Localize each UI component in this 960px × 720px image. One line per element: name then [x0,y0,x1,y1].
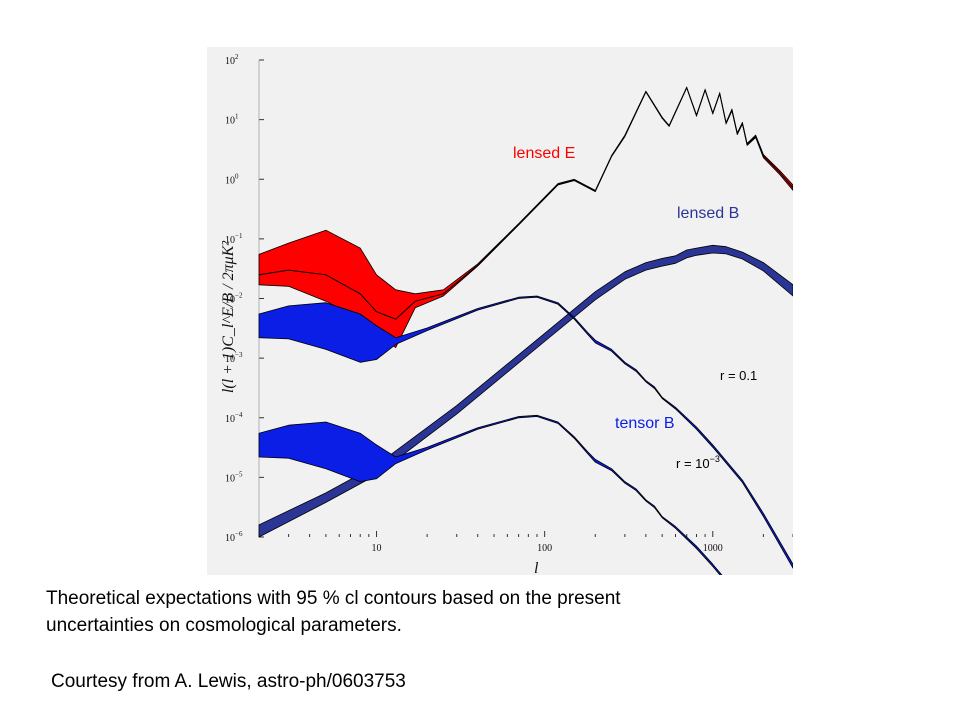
y-tick-label: 100 [225,172,239,186]
y-tick-exponent: −2 [235,292,243,300]
y-tick-exponent: 2 [235,53,239,61]
y-tick-base: 10 [225,295,235,306]
y-tick-base: 10 [225,473,235,484]
series-band-1 [258,244,793,538]
series-center-line-0 [258,86,793,320]
y-tick-base: 10 [225,56,235,67]
series-band-3 [258,414,723,575]
label-layer: lensed E lensed B r = 0.1 tensor B r = 1… [220,145,757,575]
figure-caption: Theoretical expectations with 95 % cl co… [46,588,621,636]
y-tick-label: 10−4 [225,411,243,425]
annotation-lensed-b: lensed B [677,205,739,222]
annotation-r-10-3: r = 10−3 [676,454,720,471]
y-tick-exponent: −3 [235,351,243,359]
y-tick-exponent: 0 [235,172,239,180]
y-tick-base: 10 [225,414,235,425]
y-tick-base: 10 [225,116,235,127]
annotation-r-10-3-exp: −3 [710,454,720,464]
y-tick-exponent: −5 [235,470,243,478]
annotation-r-10-3-base: r = 10 [676,456,710,471]
y-tick-label: 10−1 [225,232,243,246]
x-tick-label: 1000 [703,543,723,554]
series-band-2 [258,295,793,569]
y-tick-base: 10 [225,235,235,246]
y-tick-exponent: −6 [235,530,243,538]
y-tick-base: 10 [225,175,235,186]
y-tick-label: 10−6 [225,530,243,544]
y-tick-label: 10−2 [225,292,243,306]
y-axis-label: l(l + 1)C_l^E/B / 2πμK² [220,240,237,393]
annotation-tensor-b: tensor B [615,415,675,432]
y-tick-label: 101 [225,113,239,127]
annotation-lensed-e: lensed E [513,145,575,162]
x-tick-label: 100 [537,543,552,554]
y-tick-label: 10−3 [225,351,243,365]
y-tick-base: 10 [225,533,235,544]
figure-credit: Courtesy from A. Lewis, astro-ph/0603753 [51,671,406,692]
y-tick-label: 102 [225,53,239,67]
x-tick-label: 10 [372,543,382,554]
annotation-r-0-1: r = 0.1 [720,368,757,383]
y-tick-exponent: −4 [235,411,243,419]
y-tick-exponent: 1 [235,113,239,121]
band-layer [258,86,793,575]
y-tick-exponent: −1 [235,232,243,240]
y-tick-label: 10−5 [225,470,243,484]
y-tick-base: 10 [225,354,235,365]
x-axis-label: l [534,560,539,575]
